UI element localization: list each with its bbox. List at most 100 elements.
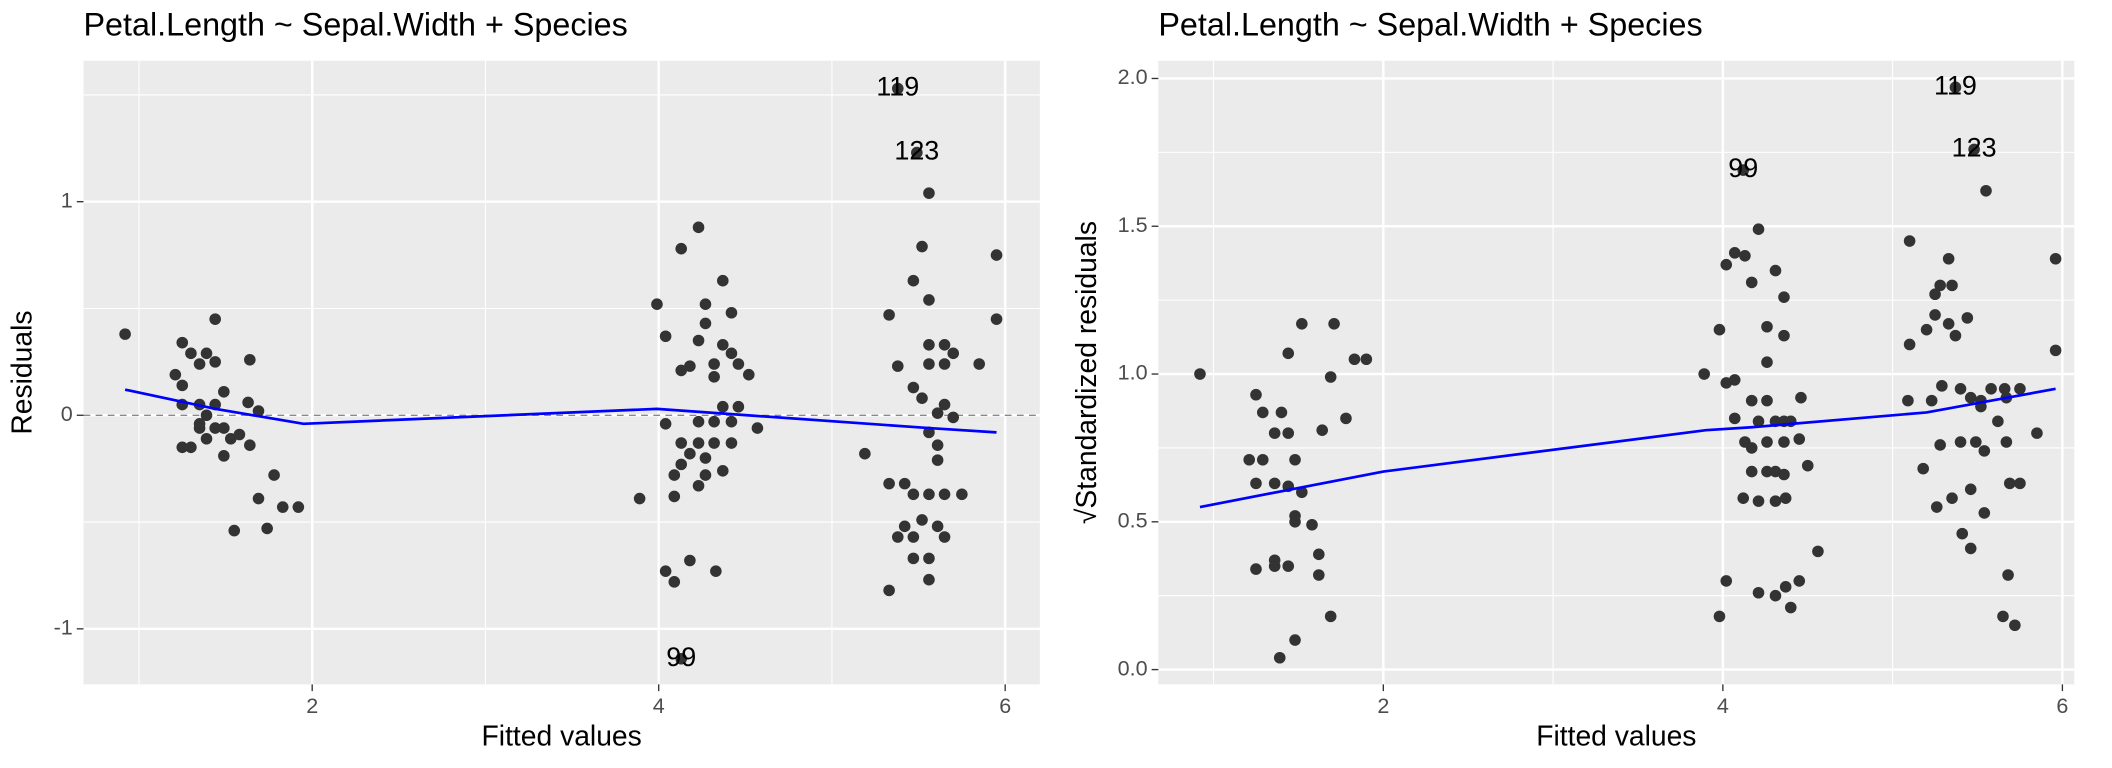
- point: [2009, 619, 2021, 632]
- point: [1964, 542, 1977, 555]
- point: [176, 379, 189, 392]
- point: [1769, 495, 1782, 507]
- point: [923, 488, 935, 501]
- point: [1946, 492, 1958, 504]
- point: [907, 488, 920, 501]
- point: [1997, 610, 2009, 623]
- point: [675, 458, 688, 471]
- point: [1340, 412, 1352, 425]
- point: [1728, 247, 1741, 259]
- point: [176, 441, 189, 454]
- point: [1698, 368, 1710, 380]
- point: [725, 306, 738, 319]
- point: [1739, 250, 1751, 262]
- point: [699, 452, 712, 464]
- point: [692, 221, 705, 234]
- point: [659, 418, 672, 430]
- point: [1761, 436, 1773, 448]
- point: [200, 409, 213, 422]
- point: [276, 501, 289, 513]
- point: [1917, 462, 1929, 475]
- point: [1936, 380, 1948, 392]
- panel-background: [1158, 60, 2075, 685]
- point: [1745, 465, 1758, 478]
- point: [1961, 312, 1974, 324]
- point: [990, 249, 1003, 261]
- point: [717, 274, 729, 287]
- point: [1784, 601, 1797, 614]
- point: [947, 411, 960, 424]
- point: [218, 385, 230, 398]
- point: [1964, 391, 1977, 404]
- point: [200, 432, 213, 445]
- point: [923, 187, 935, 199]
- point: [1289, 453, 1301, 466]
- point: [725, 415, 738, 428]
- point: [209, 422, 221, 434]
- point: [1720, 575, 1733, 587]
- point: [923, 358, 935, 370]
- point: [859, 447, 871, 460]
- y-tick-label: 0.0: [1118, 655, 1148, 680]
- y-tick-label: 0.5: [1118, 507, 1148, 532]
- point: [1289, 516, 1301, 528]
- point: [692, 479, 705, 492]
- point: [2002, 569, 2014, 581]
- point: [699, 298, 712, 310]
- point: [2049, 252, 2062, 265]
- point: [675, 652, 688, 665]
- chart-title: Petal.Length ~ Sepal.Width + Species: [1158, 7, 1702, 43]
- point: [1713, 610, 1726, 623]
- point: [1194, 368, 1206, 380]
- point: [292, 501, 305, 513]
- point-label: 123: [1952, 133, 1997, 163]
- point: [1779, 581, 1792, 593]
- point-label: 99: [666, 642, 696, 672]
- point: [242, 396, 254, 409]
- point: [218, 450, 230, 462]
- point: [1348, 353, 1361, 366]
- point: [2000, 436, 2013, 448]
- point: [1793, 433, 1806, 445]
- point: [1328, 317, 1340, 330]
- point: [1360, 353, 1373, 366]
- point: [1243, 453, 1255, 466]
- point: [1992, 415, 2004, 428]
- point: [1970, 436, 1982, 448]
- point: [931, 520, 944, 533]
- point: [938, 358, 951, 370]
- point: [1778, 291, 1790, 303]
- point-label: 119: [1934, 70, 1977, 100]
- point: [2014, 383, 2026, 395]
- y-axis-label: √Standardized residuals: [1070, 221, 1102, 524]
- point: [176, 336, 189, 349]
- point: [973, 358, 985, 370]
- point: [911, 146, 923, 159]
- point: [907, 552, 920, 565]
- point: [1761, 465, 1773, 478]
- point: [1761, 320, 1773, 333]
- point: [891, 360, 904, 372]
- point: [990, 313, 1003, 325]
- point: [931, 439, 944, 451]
- point: [916, 392, 928, 404]
- chart-panel: 2 4 6 0.0 0.5 1.0 1.5 2.0 99 119 123 Petal.Length ~…: [1070, 7, 2075, 752]
- point: [938, 338, 951, 351]
- point: [651, 298, 663, 310]
- point: [224, 432, 237, 445]
- chart-panel: 2 4 6 -1 0 1 119 123 99 Petal.Length ~ Sepal.Widt…: [6, 7, 1040, 752]
- point: [956, 488, 968, 501]
- point: [938, 398, 951, 411]
- point: [1942, 252, 1955, 265]
- smooth-line: [124, 388, 997, 434]
- point: [2014, 477, 2026, 490]
- point: [907, 274, 920, 287]
- point: [1779, 492, 1792, 504]
- x-axis-label: Fitted values: [1536, 720, 1696, 752]
- y-tick-label: 1.5: [1118, 212, 1148, 237]
- point: [1737, 492, 1750, 504]
- x-axis-label: Fitted values: [482, 720, 642, 752]
- point: [1282, 560, 1295, 572]
- point: [1793, 575, 1806, 587]
- point: [725, 347, 738, 360]
